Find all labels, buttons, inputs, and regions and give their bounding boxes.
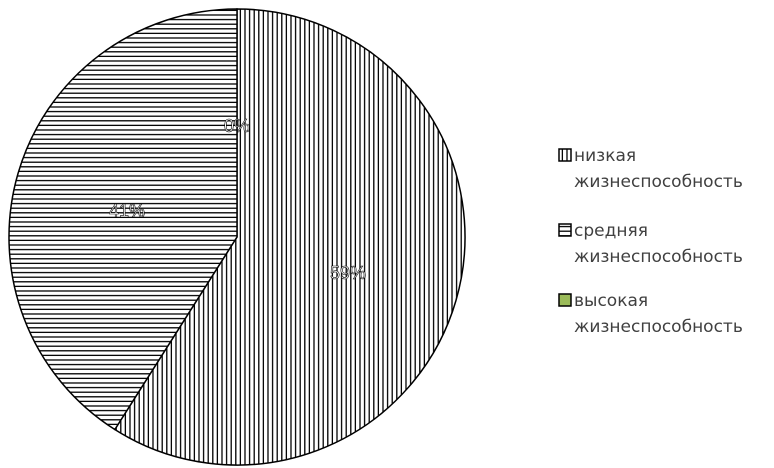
legend-swatch-vertical-lines	[558, 148, 572, 162]
legend-label-line1: высокая	[574, 291, 648, 311]
pie-slice-low-viability	[113, 8, 466, 466]
legend-label-line2: жизнеспособность	[574, 172, 743, 192]
legend-item-high-viability: высокая жизнеспособность	[558, 291, 743, 337]
data-label-high-viability: 0%	[224, 116, 250, 136]
legend-item-medium-viability: средняя жизнеспособность	[558, 221, 743, 267]
legend-swatch-horizontal-lines	[558, 223, 572, 237]
legend: низкая жизнеспособность средняя жизнеспособ…	[558, 146, 743, 337]
legend-label-line2: жизнеспособность	[574, 247, 743, 267]
legend-item-low-viability: низкая жизнеспособность	[558, 146, 743, 192]
legend-label-line2: жизнеспособность	[574, 317, 743, 337]
data-label-low-viability: 59%	[330, 263, 366, 283]
pie-slice-medium-viability	[8, 8, 238, 431]
data-label-medium-viability: 41%	[109, 201, 145, 221]
pie-data-labels: 59% 41% 0%	[109, 115, 367, 283]
legend-label-line1: низкая	[574, 146, 636, 166]
legend-swatch-solid-green	[558, 293, 572, 307]
pie-slices	[8, 8, 466, 466]
legend-label-line1: средняя	[574, 221, 648, 241]
